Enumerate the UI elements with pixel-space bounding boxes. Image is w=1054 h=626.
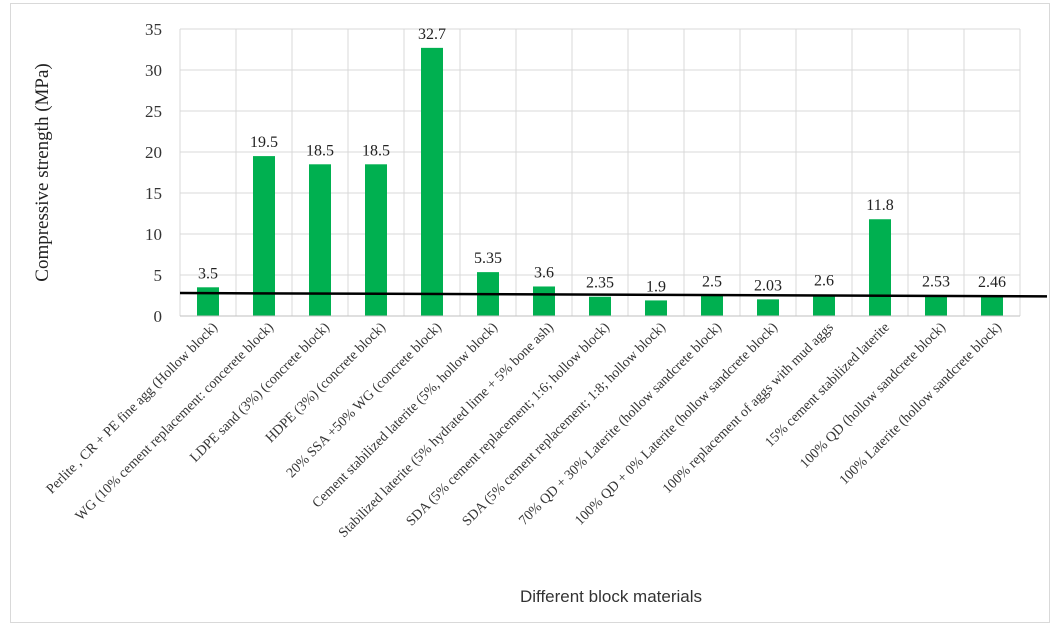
category-label: 70% QD + 30% Laterite (hollow sandcrete … [516, 320, 725, 529]
bar [253, 156, 275, 316]
category-label: 100% QD + 0% Laterite (hollow sandcrete … [572, 320, 781, 529]
data-label: 11.8 [866, 197, 893, 214]
bar [365, 164, 387, 316]
bar [813, 294, 835, 316]
y-tick-label: 30 [145, 61, 162, 80]
data-label: 5.35 [474, 250, 502, 267]
y-tick-label: 0 [154, 307, 163, 326]
bar [869, 219, 891, 316]
reference-line [179, 291, 1048, 298]
data-label: 2.35 [586, 275, 614, 292]
category-labels: Perlite , CR + PE fine agg (Hollow block… [44, 320, 1005, 541]
data-label: 2.53 [922, 273, 950, 290]
data-label: 2.5 [702, 274, 722, 291]
category-label: SDA (5% cement replacement; 1:8; hollow … [460, 320, 669, 529]
category-label: WG (10% cement replacement: concerete bl… [73, 320, 277, 524]
y-tick-label: 10 [145, 225, 162, 244]
bar [645, 300, 667, 316]
y-axis-label: Compressive strength (MPa) [32, 63, 53, 281]
bar [981, 295, 1003, 316]
data-label: 1.9 [646, 278, 666, 295]
data-label: 3.6 [534, 264, 554, 281]
bar [533, 286, 555, 316]
bar [589, 296, 611, 316]
category-label: SDA (5% cement replacement; 1:6; hollow … [404, 320, 613, 529]
category-label: Stabilized laterite (5% hydrated lime + … [336, 320, 557, 541]
bar [421, 47, 443, 317]
data-label: 3.5 [198, 265, 218, 282]
data-label: 2.03 [754, 277, 782, 294]
data-label: 19.5 [250, 134, 278, 151]
data-label: 32.7 [418, 26, 446, 43]
bar [309, 164, 331, 316]
bar [925, 295, 947, 316]
data-label: 2.6 [814, 273, 834, 290]
y-tick-label: 5 [154, 266, 163, 285]
x-axis-label: Different block materials [520, 587, 702, 606]
y-tick-label: 20 [145, 143, 162, 162]
y-axis-ticks: 0 5 10 15 20 25 30 35 [145, 20, 162, 326]
bar [197, 287, 219, 316]
data-label: 18.5 [306, 142, 334, 159]
data-label: 2.46 [978, 274, 1006, 291]
y-tick-label: 15 [145, 184, 162, 203]
y-tick-label: 25 [145, 102, 162, 121]
data-label: 18.5 [362, 142, 390, 159]
y-tick-label: 35 [145, 20, 162, 39]
bar [757, 299, 779, 316]
data-labels: 3.5 19.5 18.5 18.5 32.7 5.35 3.6 2.35 1.9 2.5 2.03… [198, 26, 1006, 296]
gridlines [179, 28, 1021, 317]
bar [701, 295, 723, 316]
